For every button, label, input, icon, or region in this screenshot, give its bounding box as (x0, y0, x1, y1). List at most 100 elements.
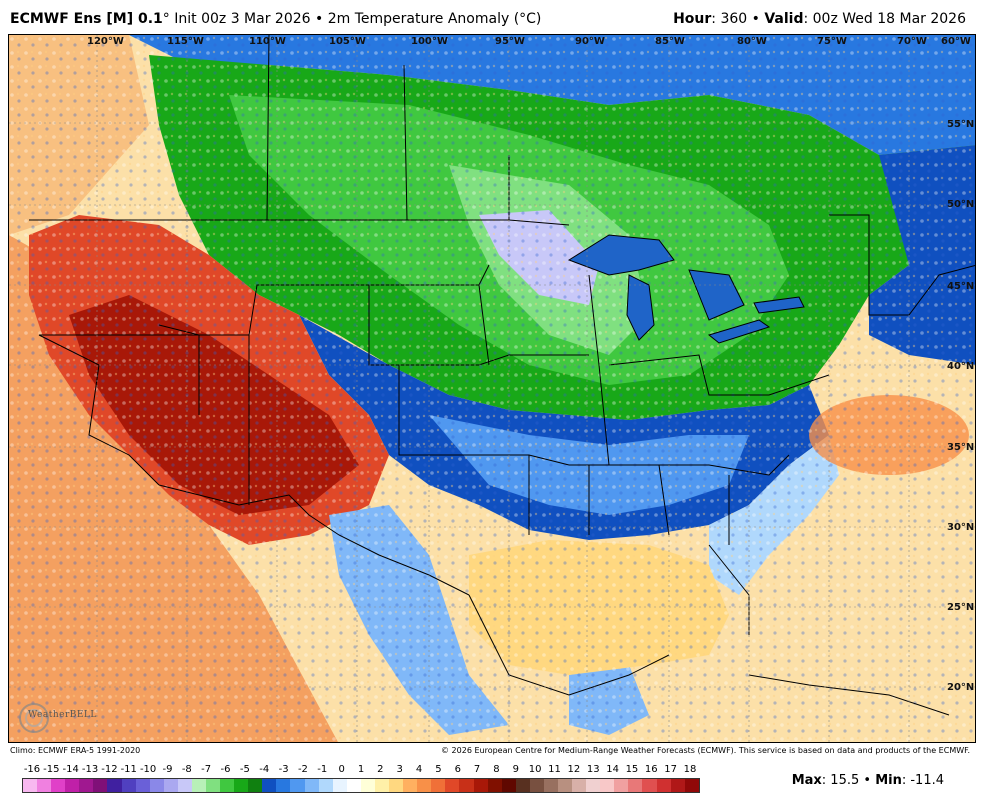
lon-label: 105°W (329, 36, 366, 47)
legend-tick: 1 (357, 764, 365, 775)
lake-superior (567, 234, 675, 276)
legend-swatch (332, 779, 347, 792)
legend-swatch (656, 779, 671, 792)
lat-label: 35°N (947, 442, 974, 453)
lon-label: 80°W (737, 36, 767, 47)
legend-swatch (135, 779, 150, 792)
lon-label: 85°W (655, 36, 685, 47)
legend-swatch (628, 779, 643, 792)
legend-swatch (23, 779, 38, 792)
legend-swatch (459, 779, 474, 792)
legend-swatch (304, 779, 319, 792)
legend-tick: -10 (139, 764, 157, 775)
legend-tick: -7 (201, 764, 212, 775)
legend-swatch (389, 779, 404, 792)
valid-label: Valid (764, 11, 804, 27)
legend-tick: 18 (683, 764, 697, 775)
lon-label: 120°W (87, 36, 124, 47)
legend-tick: -4 (259, 764, 270, 775)
lat-label: 25°N (947, 602, 974, 613)
legend-swatch (529, 779, 544, 792)
legend-swatch (177, 779, 192, 792)
hour-label: Hour (673, 11, 712, 27)
legend-tick: 11 (548, 764, 561, 775)
legend-tick: -6 (220, 764, 231, 775)
valid-time: Hour: 360 • Valid: 00z Wed 18 Mar 2026 (673, 11, 966, 27)
grid-lines (9, 35, 975, 742)
lon-label: 60°W (941, 36, 971, 47)
legend-tick: 16 (644, 764, 658, 775)
legend-swatch (417, 779, 432, 792)
lake-ontario (753, 296, 805, 314)
legend-ticks: -16 -15 -14 -13 -12 -11 -10 -9 -8 -7 -6 -5 -4 -3 -2 -1 0… (22, 764, 700, 776)
legend-swatch (557, 779, 573, 792)
legend-tick: -14 (62, 764, 79, 775)
longitude-labels: 120°W 115°W 110°W 105°W 100°W 95°W 90°W … (87, 36, 971, 47)
legend-swatch (445, 779, 460, 792)
legend-tick: 10 (528, 764, 542, 775)
noise-texture (9, 35, 975, 742)
legend-tick: -13 (81, 764, 99, 775)
lat-label: 50°N (947, 199, 974, 210)
legend-tick: 14 (606, 764, 619, 775)
min-value: : -11.4 (901, 773, 944, 788)
logo-text: WeatherBELL (28, 710, 97, 720)
legend-tick: 17 (664, 764, 678, 775)
legend-tick: 8 (493, 764, 500, 775)
legend-swatch (586, 779, 601, 792)
legend-swatch (121, 779, 136, 792)
logo-swirl-icon (19, 703, 49, 733)
max-value: : 15.5 • (821, 773, 876, 788)
legend-tick: -16 (23, 764, 41, 775)
legend-tick: 6 (454, 764, 461, 775)
legend-swatch (670, 779, 685, 792)
latitude-labels: 55°N 50°N 45°N 40°N 35°N 30°N 25°N 20°N (947, 119, 974, 693)
legend-swatch (346, 779, 361, 792)
lake-huron (688, 269, 745, 321)
legend-tick: -11 (120, 764, 137, 775)
legend-swatch (37, 779, 52, 792)
legend-swatch (473, 779, 488, 792)
run-subtitle: Init 00z 3 Mar 2026 • 2m Temperature Ano… (174, 11, 542, 27)
legend-swatch (107, 779, 122, 792)
legend-tick: 7 (473, 764, 481, 775)
legend-tick: -1 (317, 764, 328, 775)
legend-swatch (206, 779, 221, 792)
credits-bar: Climo: ECMWF ERA-5 1991-2020 © 2026 Euro… (8, 745, 976, 757)
lon-label: 115°W (167, 36, 204, 47)
legend-swatch (93, 779, 108, 792)
legend-swatch (487, 779, 502, 792)
legend-tick: -9 (162, 764, 173, 775)
lake-erie (707, 319, 771, 344)
climo-credit: Climo: ECMWF ERA-5 1991-2020 (10, 746, 141, 755)
min-label: Min (875, 773, 902, 788)
lat-label: 45°N (947, 281, 974, 292)
legend-swatch (290, 779, 305, 792)
legend-swatch (360, 779, 375, 792)
max-min-readout: Max: 15.5 • Min: -11.4 (792, 773, 944, 788)
legend-tick: -2 (297, 764, 308, 775)
legend-swatch (600, 779, 615, 792)
legend-tick: 5 (435, 764, 442, 775)
lat-label: 40°N (947, 361, 974, 372)
legend-swatch (501, 779, 516, 792)
header: ECMWF Ens [M] 0.1° Init 00z 3 Mar 2026 •… (0, 0, 984, 34)
legend-tick: -12 (101, 764, 118, 775)
legend-swatch (191, 779, 207, 792)
lon-label: 75°W (817, 36, 847, 47)
legend-swatch (684, 779, 699, 792)
legend-swatch (248, 779, 263, 792)
legend-tick: -5 (239, 764, 250, 775)
legend-swatch (572, 779, 587, 792)
hour-value: : 360 • (711, 11, 765, 27)
max-label: Max (791, 773, 822, 788)
legend-tick: 13 (586, 764, 600, 775)
lat-label: 55°N (947, 119, 974, 130)
lon-label: 110°W (249, 36, 286, 47)
legend-tick: 12 (567, 764, 581, 775)
valid-value: : 00z Wed 18 Mar 2026 (803, 11, 966, 27)
legend-swatch (234, 779, 249, 792)
legend-swatch (163, 779, 178, 792)
legend-swatch (642, 779, 657, 792)
legend-swatch (403, 779, 418, 792)
